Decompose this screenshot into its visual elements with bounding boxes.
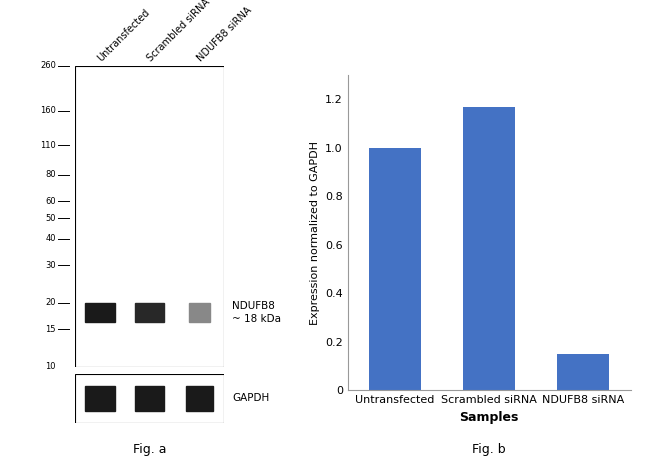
Bar (135, 303, 164, 322)
Bar (84, 303, 114, 322)
Bar (135, 386, 164, 411)
Text: 80: 80 (46, 170, 56, 179)
Text: 60: 60 (46, 196, 56, 206)
Text: 30: 30 (46, 261, 56, 270)
Text: Scrambled siRNA: Scrambled siRNA (146, 0, 212, 63)
Bar (84, 386, 114, 411)
Bar (463, 107, 515, 390)
Text: 160: 160 (40, 106, 56, 115)
Bar (189, 303, 210, 322)
Y-axis label: Expression normalized to GAPDH: Expression normalized to GAPDH (309, 141, 320, 325)
Text: Fig. b: Fig. b (473, 443, 506, 456)
Text: NDUFB8
~ 18 kDa: NDUFB8 ~ 18 kDa (232, 301, 281, 324)
X-axis label: Samples: Samples (460, 410, 519, 423)
Text: 260: 260 (40, 61, 56, 70)
Text: GAPDH: GAPDH (232, 393, 269, 403)
Text: 10: 10 (46, 362, 56, 371)
Text: 20: 20 (46, 298, 56, 307)
Bar (558, 354, 609, 390)
Text: 110: 110 (40, 141, 56, 150)
Bar (369, 148, 421, 390)
Text: NDUFB8 siRNA: NDUFB8 siRNA (196, 5, 254, 63)
Text: 40: 40 (46, 234, 56, 243)
Text: 15: 15 (46, 325, 56, 334)
Text: 50: 50 (46, 213, 56, 222)
Text: Untransfected: Untransfected (96, 8, 152, 63)
Text: Fig. a: Fig. a (133, 443, 166, 456)
Bar (186, 386, 213, 411)
